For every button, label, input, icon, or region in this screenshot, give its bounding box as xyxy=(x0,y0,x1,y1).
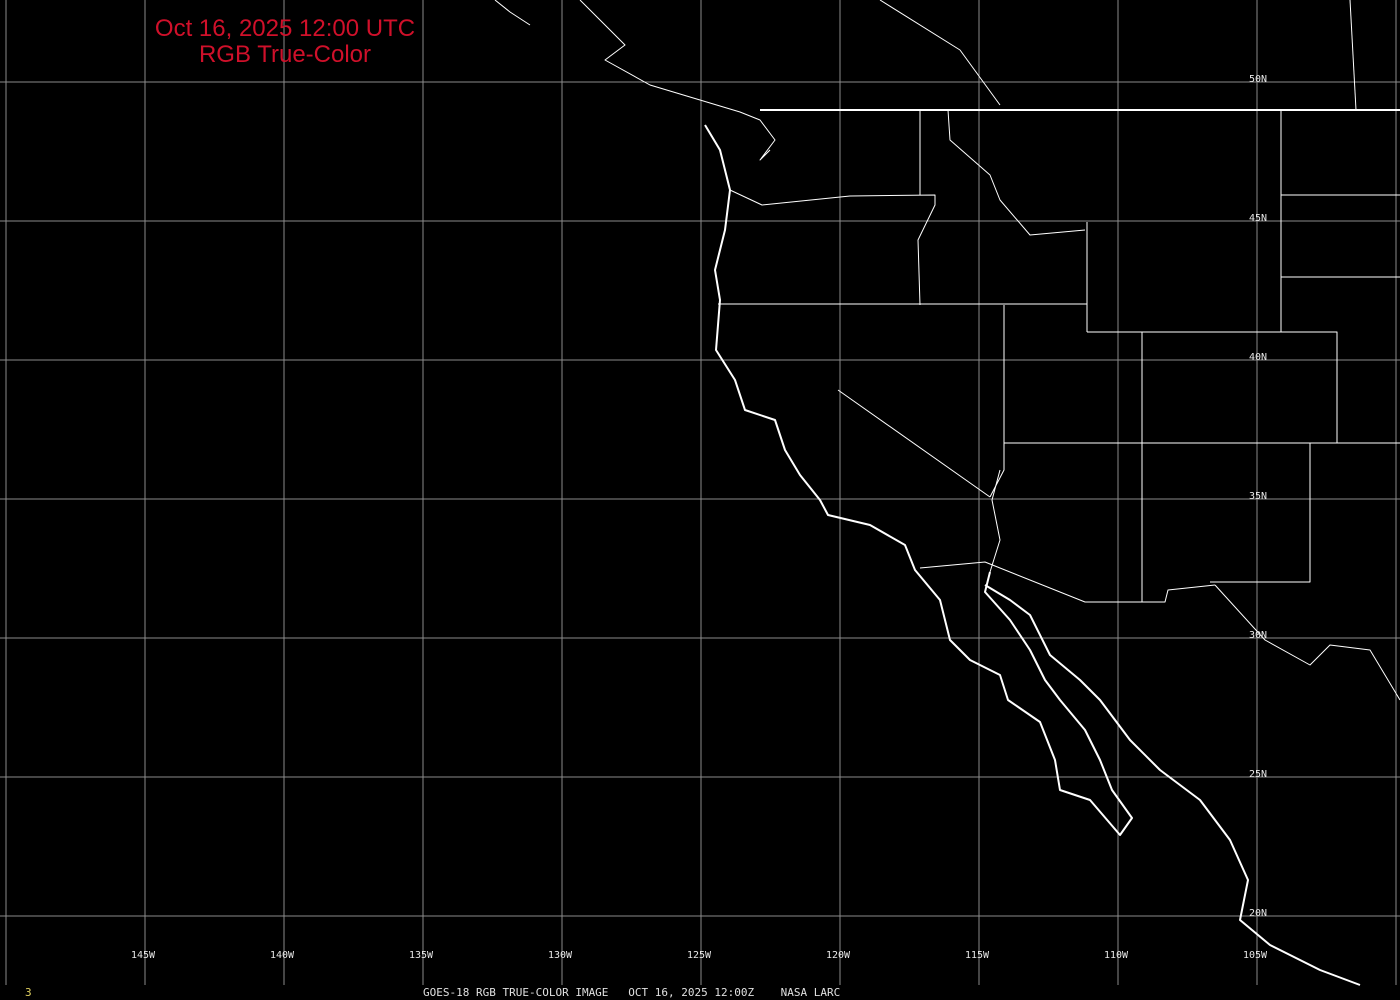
longitude-label: 145W xyxy=(131,950,156,961)
latitude-label: 20N xyxy=(1249,908,1268,919)
longitude-label: 125W xyxy=(687,950,712,961)
latitude-label: 30N xyxy=(1249,630,1268,641)
longitude-label: 140W xyxy=(270,950,295,961)
latitude-label: 50N xyxy=(1249,74,1268,85)
longitude-label: 115W xyxy=(965,950,990,961)
state-border xyxy=(837,389,991,498)
coastline xyxy=(989,469,1001,573)
longitude-label: 120W xyxy=(826,950,851,961)
latitude-label: 45N xyxy=(1249,213,1268,224)
longitude-label: 130W xyxy=(548,950,573,961)
latitude-label: 25N xyxy=(1249,769,1268,780)
us-mexico-border xyxy=(919,561,1216,603)
longitude-label: 110W xyxy=(1104,950,1129,961)
coastline xyxy=(494,0,531,26)
state-border xyxy=(729,189,936,306)
longitude-label: 105W xyxy=(1243,950,1268,961)
state-border xyxy=(1349,0,1357,111)
map-title-product: RGB True-Color xyxy=(198,41,372,68)
state-border xyxy=(989,305,1005,498)
map-title-date: Oct 16, 2025 12:00 UTC xyxy=(154,15,416,42)
footer-caption: GOES-18 RGB TRUE-COLOR IMAGE OCT 16, 202… xyxy=(423,986,841,999)
coastline xyxy=(579,0,776,161)
longitude-label: 135W xyxy=(409,950,434,961)
state-border xyxy=(1087,331,1338,443)
state-border xyxy=(1210,443,1311,583)
latitude-label: 40N xyxy=(1249,352,1268,363)
coastline-mexico-border xyxy=(1214,584,1400,701)
coastline-baja xyxy=(704,124,1133,836)
state-border xyxy=(947,109,1086,236)
coastline-mexico xyxy=(984,584,1361,986)
frame-number: 3 xyxy=(25,986,32,999)
state-border xyxy=(879,0,1001,106)
latitude-label: 35N xyxy=(1249,491,1268,502)
